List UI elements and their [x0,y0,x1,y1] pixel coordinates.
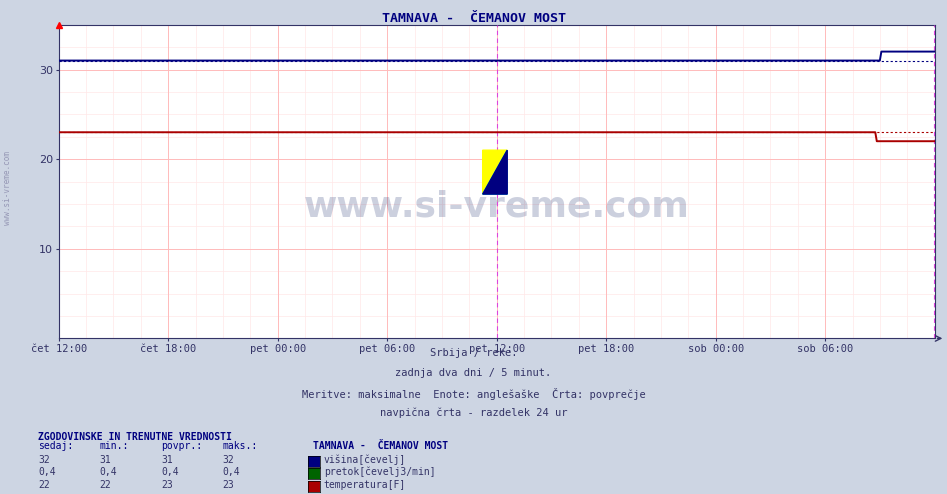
Text: 32: 32 [223,455,234,465]
Text: www.si-vreme.com: www.si-vreme.com [304,190,689,224]
Text: TAMNAVA -  ČEMANOV MOST: TAMNAVA - ČEMANOV MOST [313,441,448,451]
Text: TAMNAVA -  ČEMANOV MOST: TAMNAVA - ČEMANOV MOST [382,12,565,25]
Text: www.si-vreme.com: www.si-vreme.com [3,151,12,225]
Text: Srbija / reke.: Srbija / reke. [430,348,517,358]
Text: 0,4: 0,4 [161,467,179,477]
Text: zadnja dva dni / 5 minut.: zadnja dva dni / 5 minut. [396,368,551,378]
Polygon shape [483,150,508,194]
Text: min.:: min.: [99,441,129,451]
Text: 0,4: 0,4 [38,467,56,477]
Text: temperatura[F]: temperatura[F] [324,480,406,490]
Text: Meritve: maksimalne  Enote: anglešaške  Črta: povprečje: Meritve: maksimalne Enote: anglešaške Čr… [302,388,645,400]
Text: 22: 22 [38,480,49,490]
Text: 22: 22 [99,480,111,490]
Text: 23: 23 [161,480,172,490]
Text: ZGODOVINSKE IN TRENUTNE VREDNOSTI: ZGODOVINSKE IN TRENUTNE VREDNOSTI [38,432,232,442]
Text: 31: 31 [99,455,111,465]
Text: 0,4: 0,4 [99,467,117,477]
Text: 23: 23 [223,480,234,490]
Polygon shape [483,150,508,194]
Text: 32: 32 [38,455,49,465]
Text: sedaj:: sedaj: [38,441,73,451]
Text: višina[čevelj]: višina[čevelj] [324,454,406,465]
Text: maks.:: maks.: [223,441,258,451]
Text: povpr.:: povpr.: [161,441,202,451]
Text: 0,4: 0,4 [223,467,241,477]
Text: 31: 31 [161,455,172,465]
Polygon shape [483,150,508,194]
Text: pretok[čevelj3/min]: pretok[čevelj3/min] [324,467,436,477]
Text: navpična črta - razdelek 24 ur: navpična črta - razdelek 24 ur [380,408,567,418]
